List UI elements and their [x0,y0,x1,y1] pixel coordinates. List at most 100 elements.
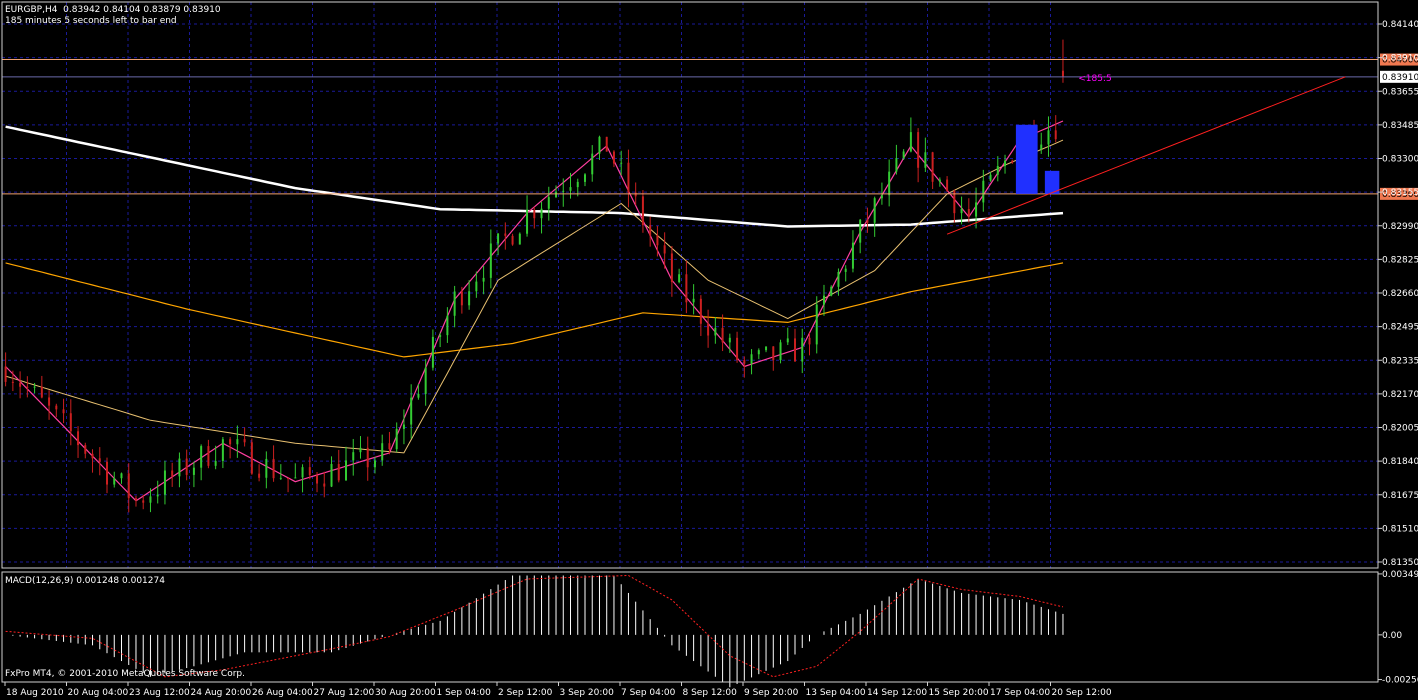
candle [214,445,217,470]
candle-body [460,291,463,306]
candle-body [772,346,775,361]
candle-body [801,337,804,362]
candle-body [757,350,760,355]
candle [243,427,246,447]
candle [728,333,731,353]
candle-body [562,190,565,192]
candle [330,456,333,488]
candle-body [207,446,210,466]
candle-body [736,337,739,360]
candle [98,447,101,476]
candle-body [381,443,384,461]
candle-body [555,191,558,198]
candle [323,471,326,498]
trendline-line [946,76,1346,235]
candle-body [482,277,485,282]
candle [598,135,601,160]
candle [178,452,181,488]
candle [1040,132,1043,154]
highlight-rectangles[interactable] [1015,124,1060,194]
candle [127,463,130,513]
candle-body [113,478,116,485]
macd-frame [1,571,1379,683]
candle [337,449,340,483]
candle [555,185,558,199]
candle [19,371,22,399]
candle [134,495,137,507]
candle-body [707,323,710,336]
candle-body [1004,160,1007,167]
macd-tick-label: 0.00349 [1382,570,1418,580]
candle-body [424,367,427,394]
price-tick-label: 0.83155 [1382,188,1418,198]
candle-body [851,242,854,269]
candle-body [439,335,442,337]
price-tick-label: 0.83910 [1382,54,1418,64]
candle-body [200,446,203,468]
price-tick-label: 0.82660 [1382,289,1418,299]
price-tick-label: 0.81840 [1382,457,1418,467]
price-tick-label: 0.81675 [1382,491,1418,501]
time-tick-label: 17 Sep 04:00 [990,688,1050,698]
candle-body [214,461,217,466]
candle [120,472,123,484]
candle-body [656,235,659,246]
candle [931,151,934,189]
candle-body [149,496,152,503]
candle-body [779,342,782,361]
candle-body [1054,130,1057,140]
price-tick-label: 0.82825 [1382,255,1418,265]
candle [250,438,253,475]
candle-body [591,153,594,175]
candle-body [909,132,912,152]
candle-body [48,397,51,406]
horizontal-lines[interactable]: 0.84000 0.83300 0.83910 <185:5 [2,53,1418,200]
candle-body [794,338,797,362]
candle [388,431,391,455]
candle [352,438,355,476]
candle-body [765,346,768,351]
price-tag-bg [1380,53,1418,66]
candle-body [634,192,637,197]
bar-timer: 185 minutes 5 seconds left to bar end [5,16,177,26]
candle-body [830,286,833,296]
ma-mid-line [5,262,1064,358]
candle [707,309,710,348]
candle [960,196,963,225]
candle [84,442,87,459]
time-tick-label: 3 Sep 20:00 [560,688,615,698]
macd-subwindow [5,574,1064,688]
candle [837,268,840,296]
candle [743,356,746,378]
candle [301,464,304,493]
candle [924,137,927,173]
candle-body [902,151,905,159]
highlight-rect [1015,124,1038,194]
candle-body [685,274,688,303]
time-tick-label: 15 Sep 20:00 [929,688,989,698]
candle-body [866,219,869,223]
candle [163,460,166,505]
candle-body [279,477,282,479]
candle-body [11,381,14,383]
candle-body [243,439,246,443]
candle-body [678,274,681,283]
candlesticks[interactable] [4,39,1064,513]
candle [381,434,384,466]
candle-body [163,470,166,495]
candle [417,383,420,400]
candle-body [142,500,145,503]
candle-body [533,209,536,219]
time-tick-label: 2 Sep 12:00 [498,688,553,698]
candle-body [511,235,514,245]
trendline[interactable] [946,76,1346,235]
candle [55,403,58,418]
candle [258,464,261,482]
candle-body [373,460,376,468]
candle-body [134,498,137,501]
candle [815,296,818,354]
candle-body [649,225,652,236]
candle [627,149,630,208]
candle [221,437,224,469]
